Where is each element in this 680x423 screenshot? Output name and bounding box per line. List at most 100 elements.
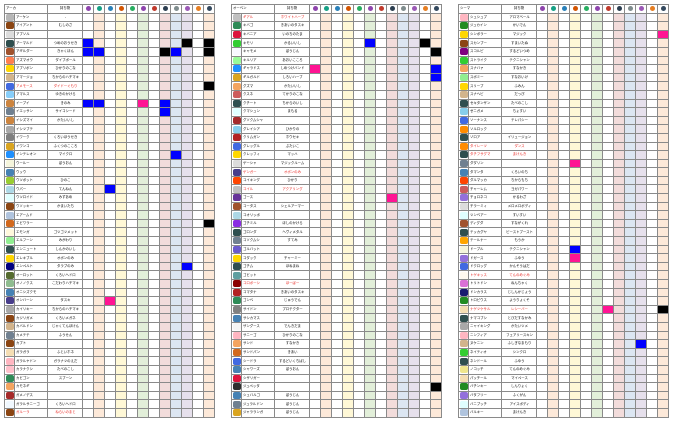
check-cell[interactable] <box>93 201 105 212</box>
check-cell[interactable] <box>309 38 321 48</box>
check-cell[interactable] <box>353 373 365 384</box>
check-cell[interactable] <box>203 81 215 91</box>
check-cell[interactable] <box>342 227 354 238</box>
check-cell[interactable] <box>126 321 138 332</box>
check-cell[interactable] <box>320 201 332 212</box>
check-cell[interactable] <box>93 227 105 238</box>
check-cell[interactable] <box>353 407 365 418</box>
check-cell[interactable] <box>93 304 105 315</box>
check-cell[interactable] <box>93 236 105 246</box>
check-cell[interactable] <box>430 253 442 263</box>
check-cell[interactable] <box>93 279 105 289</box>
check-cell[interactable] <box>602 373 614 384</box>
check-cell[interactable] <box>536 167 548 177</box>
check-cell[interactable] <box>646 167 658 177</box>
check-cell[interactable] <box>353 356 365 366</box>
check-cell[interactable] <box>646 356 658 366</box>
check-cell[interactable] <box>558 193 570 203</box>
check-cell[interactable] <box>320 193 332 203</box>
check-cell[interactable] <box>159 107 171 117</box>
check-cell[interactable] <box>646 407 658 418</box>
check-cell[interactable] <box>591 29 603 40</box>
check-cell[interactable] <box>375 313 387 323</box>
check-cell[interactable] <box>93 175 105 186</box>
check-cell[interactable] <box>309 29 321 40</box>
check-cell[interactable] <box>591 175 603 186</box>
check-cell[interactable] <box>342 407 354 418</box>
check-cell[interactable] <box>408 236 420 246</box>
check-cell[interactable] <box>635 253 647 263</box>
check-cell[interactable] <box>386 347 398 358</box>
check-cell[interactable] <box>547 46 559 57</box>
check-cell[interactable] <box>558 89 570 100</box>
check-cell[interactable] <box>192 373 204 384</box>
check-cell[interactable] <box>547 253 559 263</box>
check-cell[interactable] <box>547 98 559 109</box>
check-cell[interactable] <box>646 390 658 401</box>
check-cell[interactable] <box>137 132 149 143</box>
check-cell[interactable] <box>646 244 658 255</box>
check-cell[interactable] <box>331 141 343 152</box>
check-cell[interactable] <box>558 132 570 143</box>
check-cell[interactable] <box>408 279 420 289</box>
check-cell[interactable] <box>386 12 398 23</box>
check-cell[interactable] <box>657 132 669 143</box>
check-cell[interactable] <box>104 175 116 186</box>
check-cell[interactable] <box>591 399 603 409</box>
check-cell[interactable] <box>181 55 193 66</box>
check-cell[interactable] <box>353 270 365 280</box>
check-cell[interactable] <box>569 193 581 203</box>
check-cell[interactable] <box>93 193 105 203</box>
check-cell[interactable] <box>547 236 559 246</box>
check-cell[interactable] <box>104 270 116 280</box>
check-cell[interactable] <box>386 321 398 332</box>
check-cell[interactable] <box>159 321 171 332</box>
check-cell[interactable] <box>591 236 603 246</box>
check-cell[interactable] <box>320 321 332 332</box>
check-cell[interactable] <box>82 304 94 315</box>
check-cell[interactable] <box>419 193 431 203</box>
check-cell[interactable] <box>115 158 127 169</box>
check-cell[interactable] <box>558 64 570 74</box>
check-cell[interactable] <box>430 167 442 177</box>
check-cell[interactable] <box>613 150 625 160</box>
check-cell[interactable] <box>580 304 592 315</box>
check-cell[interactable] <box>309 72 321 83</box>
check-cell[interactable] <box>569 407 581 418</box>
check-cell[interactable] <box>580 46 592 57</box>
check-cell[interactable] <box>430 115 442 126</box>
check-cell[interactable] <box>137 244 149 255</box>
check-cell[interactable] <box>569 236 581 246</box>
check-cell[interactable] <box>558 115 570 126</box>
check-cell[interactable] <box>419 304 431 315</box>
check-cell[interactable] <box>613 29 625 40</box>
check-cell[interactable] <box>580 38 592 48</box>
check-cell[interactable] <box>558 347 570 358</box>
check-cell[interactable] <box>430 29 442 40</box>
check-cell[interactable] <box>569 304 581 315</box>
check-cell[interactable] <box>126 270 138 280</box>
check-cell[interactable] <box>309 339 321 349</box>
check-cell[interactable] <box>82 38 94 48</box>
check-cell[interactable] <box>624 72 636 83</box>
check-cell[interactable] <box>82 132 94 143</box>
check-cell[interactable] <box>602 296 614 306</box>
check-cell[interactable] <box>104 347 116 358</box>
check-cell[interactable] <box>170 218 182 229</box>
check-cell[interactable] <box>386 21 398 31</box>
check-cell[interactable] <box>408 81 420 91</box>
check-cell[interactable] <box>170 98 182 109</box>
check-cell[interactable] <box>364 296 376 306</box>
check-cell[interactable] <box>419 390 431 401</box>
check-cell[interactable] <box>104 141 116 152</box>
check-cell[interactable] <box>320 347 332 358</box>
check-cell[interactable] <box>657 244 669 255</box>
check-cell[interactable] <box>386 167 398 177</box>
check-cell[interactable] <box>397 373 409 384</box>
check-cell[interactable] <box>331 218 343 229</box>
check-cell[interactable] <box>320 407 332 418</box>
check-cell[interactable] <box>126 55 138 66</box>
check-cell[interactable] <box>93 141 105 152</box>
check-cell[interactable] <box>170 364 182 375</box>
check-cell[interactable] <box>159 184 171 195</box>
